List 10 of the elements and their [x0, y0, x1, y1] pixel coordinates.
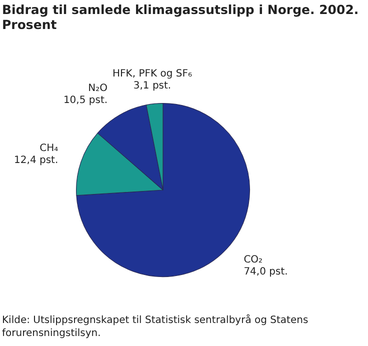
chart-title: Bidrag til samlede klimagassutslipp i Norge. 2002. Prosent [2, 2, 360, 32]
text: Kilde: Utslippsregnskapet til Statistisk sentralbyrå og Statens forurensningstilsyn. [2, 314, 310, 340]
data-label: 74,0 pst. [244, 266, 288, 278]
slice-label: CH₄ [40, 143, 58, 154]
slice-label: HFK, PFK og SF₆ [112, 68, 192, 80]
data-label: 3,1 pst. [133, 80, 172, 92]
slice-label: CO₂ [244, 254, 263, 266]
data-label: 12,4 pst. [14, 155, 58, 166]
slice-label: N₂O [88, 82, 108, 94]
data-label: 10,5 pst. [63, 94, 108, 106]
